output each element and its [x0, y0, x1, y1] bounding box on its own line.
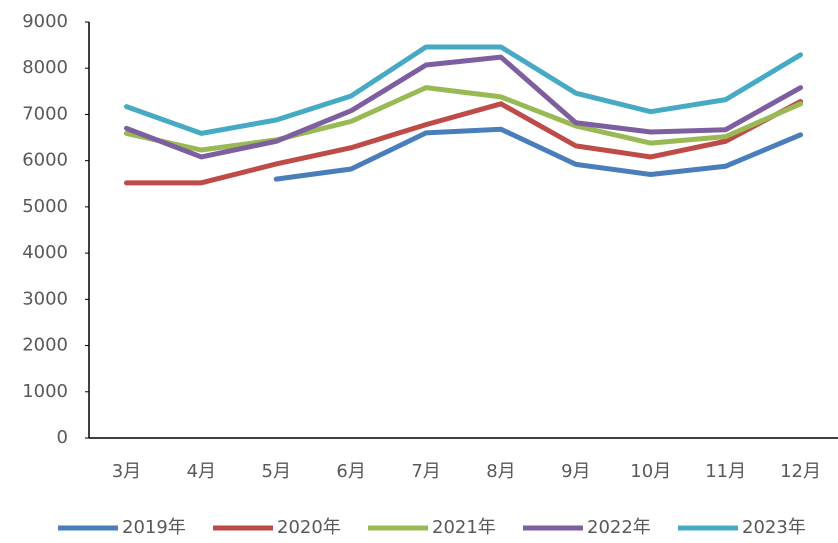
x-tick-label: 7月	[411, 461, 440, 482]
x-tick-label: 3月	[112, 461, 141, 482]
series-line	[273, 126, 804, 182]
x-tick-label: 12月	[780, 461, 821, 482]
x-tick-label: 11月	[705, 461, 746, 482]
x-tick-label: 9月	[561, 461, 590, 482]
legend-label: 2023年	[742, 517, 806, 538]
x-tick-label: 6月	[336, 461, 365, 482]
x-tick-label: 10月	[630, 461, 671, 482]
legend-label: 2020年	[277, 517, 341, 538]
y-tick-label: 3000	[22, 288, 68, 309]
x-tick-label: 4月	[187, 461, 216, 482]
y-tick-label: 1000	[22, 381, 68, 402]
legend-label: 2022年	[587, 517, 651, 538]
y-tick-label: 0	[57, 427, 68, 448]
x-tick-label: 8月	[486, 461, 515, 482]
series-line	[123, 99, 804, 186]
series-line	[123, 54, 804, 160]
y-tick-label: 7000	[22, 103, 68, 124]
y-tick-label: 6000	[22, 150, 68, 171]
y-tick-label: 8000	[22, 57, 68, 78]
y-tick-label: 4000	[22, 242, 68, 263]
series-line	[123, 44, 804, 136]
x-tick-label: 5月	[262, 461, 291, 482]
legend-label: 2019年	[122, 517, 186, 538]
y-tick-label: 9000	[22, 11, 68, 32]
y-tick-label: 5000	[22, 196, 68, 217]
series-line	[123, 85, 804, 153]
legend-label: 2021年	[432, 517, 496, 538]
y-tick-label: 2000	[22, 335, 68, 356]
